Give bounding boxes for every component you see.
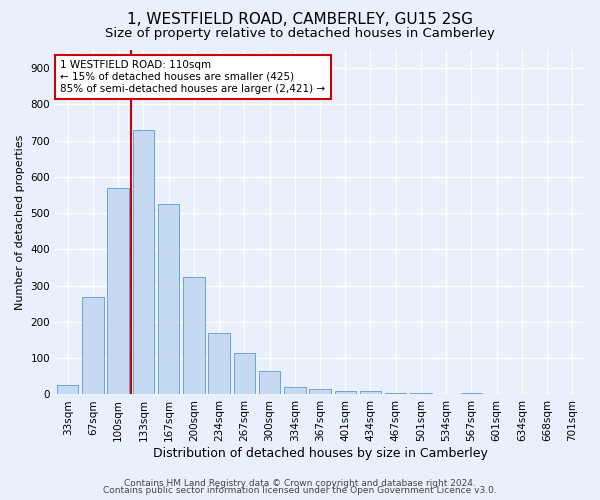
- Bar: [410, 392, 431, 394]
- Text: Size of property relative to detached houses in Camberley: Size of property relative to detached ho…: [105, 28, 495, 40]
- Bar: [158, 204, 179, 394]
- X-axis label: Distribution of detached houses by size in Camberley: Distribution of detached houses by size …: [152, 447, 487, 460]
- Bar: [284, 387, 305, 394]
- Bar: [309, 389, 331, 394]
- Y-axis label: Number of detached properties: Number of detached properties: [15, 134, 25, 310]
- Bar: [133, 130, 154, 394]
- Bar: [233, 353, 255, 395]
- Bar: [461, 392, 482, 394]
- Bar: [259, 371, 280, 394]
- Bar: [385, 392, 406, 394]
- Bar: [183, 276, 205, 394]
- Text: Contains HM Land Registry data © Crown copyright and database right 2024.: Contains HM Land Registry data © Crown c…: [124, 478, 476, 488]
- Bar: [82, 296, 104, 394]
- Text: Contains public sector information licensed under the Open Government Licence v3: Contains public sector information licen…: [103, 486, 497, 495]
- Bar: [208, 333, 230, 394]
- Text: 1 WESTFIELD ROAD: 110sqm
← 15% of detached houses are smaller (425)
85% of semi-: 1 WESTFIELD ROAD: 110sqm ← 15% of detach…: [61, 60, 325, 94]
- Bar: [335, 391, 356, 394]
- Bar: [107, 188, 129, 394]
- Text: 1, WESTFIELD ROAD, CAMBERLEY, GU15 2SG: 1, WESTFIELD ROAD, CAMBERLEY, GU15 2SG: [127, 12, 473, 28]
- Bar: [57, 386, 79, 394]
- Bar: [360, 391, 381, 394]
